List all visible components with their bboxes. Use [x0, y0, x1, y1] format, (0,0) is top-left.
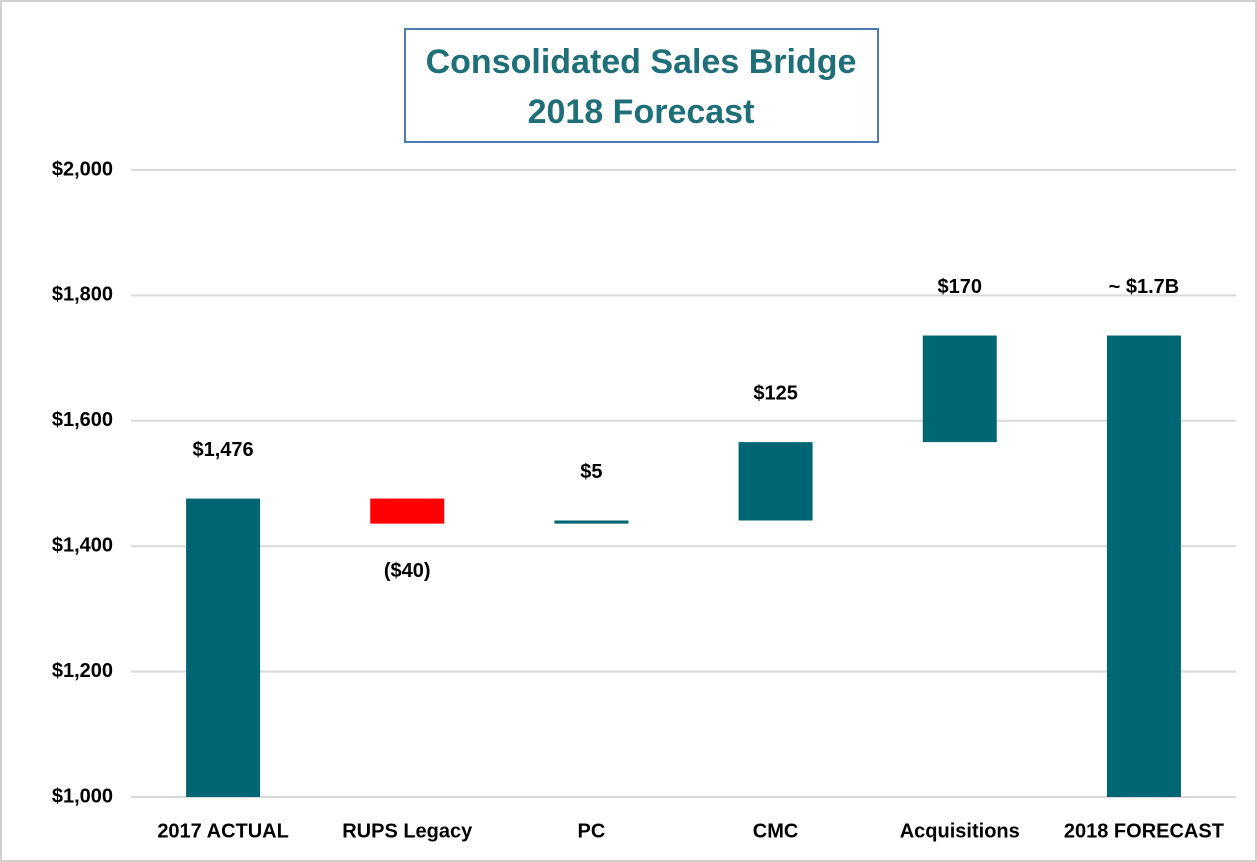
x-tick-label: PC [578, 820, 606, 842]
title-box [404, 28, 879, 143]
bar [1106, 335, 1181, 797]
data-label: ($40) [384, 560, 431, 582]
data-label: ~ $1.7B [1109, 276, 1180, 298]
data-label: $125 [753, 382, 798, 404]
data-label: $170 [938, 276, 983, 298]
y-tick-label: $1,200 [52, 660, 113, 682]
bar [738, 442, 813, 521]
bar [554, 520, 629, 524]
bar [922, 335, 997, 443]
data-label: $5 [580, 461, 602, 483]
x-tick-label: Acquisitions [900, 820, 1020, 842]
x-tick-label: RUPS Legacy [342, 820, 473, 842]
bar [186, 498, 261, 797]
y-tick-label: $1,400 [52, 534, 113, 556]
y-tick-label: $1,800 [52, 284, 113, 306]
bar [370, 498, 445, 524]
x-tick-label: 2018 FORECAST [1064, 820, 1224, 842]
chart-subtitle: 2018 Forecast [528, 93, 755, 131]
x-tick-label: 2017 ACTUAL [157, 820, 289, 842]
data-label: $1,476 [192, 439, 253, 461]
y-tick-label: $1,600 [52, 409, 113, 431]
chart-title: Consolidated Sales Bridge [426, 43, 857, 81]
y-tick-label: $1,000 [52, 785, 113, 807]
y-tick-label: $2,000 [52, 158, 113, 180]
x-tick-label: CMC [753, 820, 799, 842]
